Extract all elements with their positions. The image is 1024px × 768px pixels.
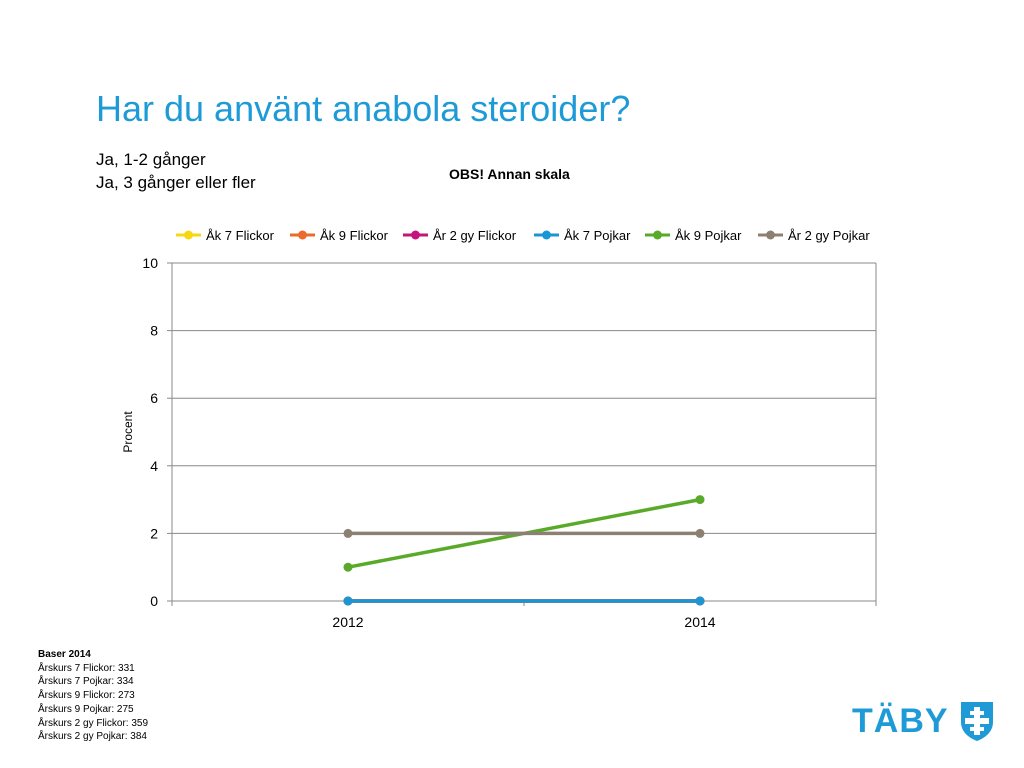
data-point [695, 596, 705, 606]
slide-subtitle: Ja, 1-2 gånger Ja, 3 gånger eller fler [96, 148, 256, 194]
subtitle-line-1: Ja, 1-2 gånger [96, 150, 206, 169]
legend-label: År 2 gy Flickor [433, 228, 517, 243]
y-tick-label: 6 [150, 390, 158, 406]
bases-heading: Baser 2014 [38, 649, 91, 660]
legend-marker [411, 230, 420, 240]
legend-label: År 2 gy Pojkar [788, 228, 870, 243]
y-axis-label: Procent [121, 411, 135, 453]
bases-block: Baser 2014 Årskurs 7 Flickor: 331 Årskur… [38, 648, 148, 744]
x-tick-label: 2014 [684, 614, 715, 630]
bases-line: Årskurs 9 Pojkar: 275 [38, 703, 134, 715]
legend-label: Åk 7 Flickor [206, 228, 275, 243]
data-point [343, 562, 353, 572]
taby-logo: TÄBY [852, 700, 995, 742]
bases-line: Årskurs 9 Flickor: 273 [38, 690, 135, 702]
legend-marker [542, 230, 551, 240]
y-tick-label: 0 [150, 593, 158, 609]
y-tick-label: 4 [150, 458, 158, 474]
legend-marker [298, 230, 307, 240]
bases-line: Årskurs 2 gy Pojkar: 384 [38, 731, 147, 743]
bases-line: Årskurs 7 Flickor: 331 [38, 662, 135, 674]
y-tick-label: 2 [150, 525, 158, 541]
x-tick-label: 2012 [332, 614, 363, 630]
data-point [343, 528, 353, 538]
legend-label: Åk 9 Pojkar [675, 228, 742, 243]
legend-marker [766, 230, 775, 240]
data-point [695, 528, 705, 538]
y-tick-label: 10 [142, 255, 158, 271]
data-point [343, 596, 353, 606]
taby-shield-cross-icon [960, 702, 993, 741]
legend-marker [184, 230, 193, 240]
subtitle-line-2: Ja, 3 gånger eller fler [96, 173, 256, 192]
logo-text: TÄBY [852, 701, 949, 740]
scale-note: OBS! Annan skala [449, 166, 570, 182]
y-tick-label: 8 [150, 323, 158, 339]
data-point [695, 495, 705, 505]
bases-line: Årskurs 7 Pojkar: 334 [38, 676, 134, 688]
legend-label: Åk 7 Pojkar [564, 228, 631, 243]
legend-marker [653, 230, 662, 240]
bases-line: Årskurs 2 gy Flickor: 359 [38, 717, 149, 729]
legend-label: Åk 9 Flickor [320, 228, 389, 243]
slide-title: Har du använt anabola steroider? [96, 88, 631, 129]
